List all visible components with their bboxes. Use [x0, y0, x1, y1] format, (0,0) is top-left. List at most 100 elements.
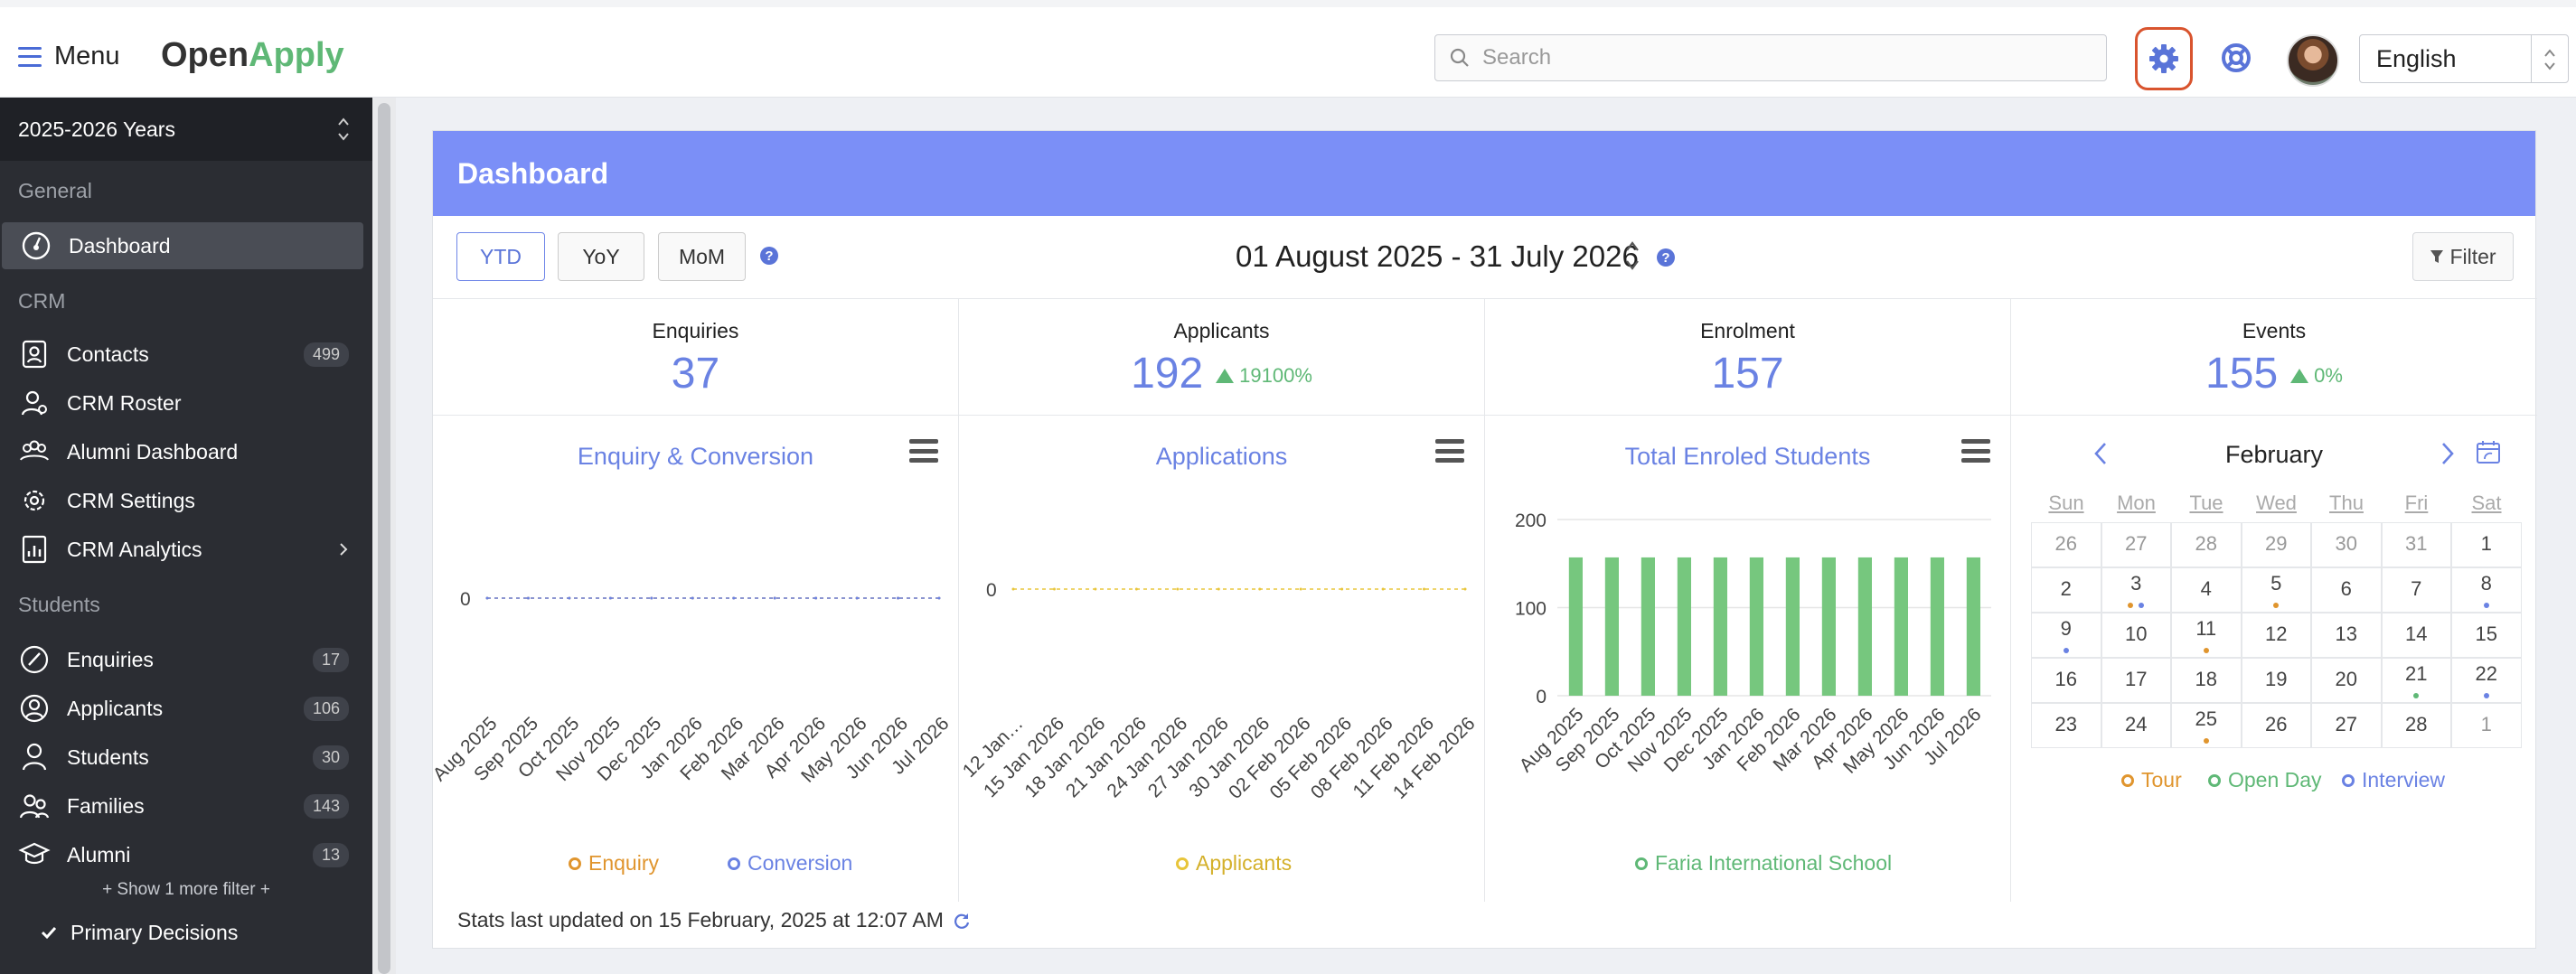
calendar-day[interactable]: 29 [2241, 522, 2311, 567]
date-help-icon[interactable]: ? [1657, 248, 1675, 267]
sidebar-item-contacts[interactable]: Contacts 499 [0, 331, 372, 378]
settings-button[interactable] [2135, 27, 2193, 90]
calendar-day[interactable]: 28 [2381, 703, 2451, 748]
data-point[interactable] [1258, 587, 1262, 591]
refresh-icon[interactable] [953, 912, 971, 930]
sidebar-item-students[interactable]: Students 30 [0, 734, 372, 781]
sidebar-item-alumni[interactable]: Alumni 13 [0, 831, 372, 878]
sidebar-item-crm-roster[interactable]: CRM Roster [0, 379, 372, 426]
data-point[interactable] [1134, 587, 1138, 591]
calendar-day[interactable]: 4 [2171, 567, 2242, 613]
calendar-day[interactable]: 1 [2451, 522, 2522, 567]
date-stepper-icon[interactable] [1624, 238, 1641, 274]
calendar-day[interactable]: 21 [2381, 658, 2451, 703]
menu-button[interactable]: Menu [18, 42, 120, 71]
bar[interactable] [1821, 557, 1836, 696]
data-point[interactable] [1176, 587, 1180, 591]
data-point[interactable] [1423, 587, 1426, 591]
data-point[interactable] [650, 596, 653, 600]
bar[interactable] [1749, 557, 1763, 696]
chart-menu-icon[interactable] [909, 439, 938, 463]
sidebar-item-crm-settings[interactable]: CRM Settings [0, 477, 372, 524]
legend-item-applicants[interactable]: Applicants [1176, 851, 1292, 876]
calendar-day[interactable]: 28 [2171, 522, 2242, 567]
chart-menu-icon[interactable] [1961, 439, 1990, 463]
sidebar-item-enquiries[interactable]: Enquiries 17 [0, 636, 372, 683]
calendar-day[interactable]: 17 [2101, 658, 2171, 703]
chevron-left-icon[interactable] [2092, 441, 2109, 466]
bar[interactable] [1568, 557, 1583, 696]
chart-menu-icon[interactable] [1435, 439, 1464, 463]
data-point[interactable] [814, 596, 818, 600]
bar[interactable] [1604, 557, 1619, 696]
data-point[interactable] [773, 596, 776, 600]
bar[interactable] [1857, 557, 1872, 696]
sidebar-item-primary-decisions[interactable]: Primary Decisions [0, 909, 372, 956]
avatar[interactable] [2287, 34, 2339, 87]
data-point[interactable] [608, 596, 612, 600]
sidebar-item-crm-analytics[interactable]: CRM Analytics [0, 526, 372, 573]
support-button[interactable] [2218, 40, 2254, 76]
sidebar-item-applicants[interactable]: Applicants 106 [0, 685, 372, 732]
legend-item-enquiry[interactable]: Enquiry [569, 851, 659, 876]
logo[interactable]: OpenApply [161, 36, 344, 75]
calendar-day[interactable]: 12 [2241, 613, 2311, 658]
calendar-day[interactable]: 25 [2171, 703, 2242, 748]
calendar-day[interactable]: 16 [2031, 658, 2101, 703]
bar[interactable] [1894, 557, 1908, 696]
bar[interactable] [1677, 557, 1691, 696]
ytd-button[interactable]: YTD [456, 232, 545, 281]
calendar-day[interactable]: 26 [2031, 522, 2101, 567]
data-point[interactable] [568, 596, 571, 600]
calendar-day[interactable]: 13 [2311, 613, 2382, 658]
data-point[interactable] [691, 596, 694, 600]
sidebar-item-alumni-dashboard[interactable]: Alumni Dashboard [0, 428, 372, 475]
data-point[interactable] [855, 596, 859, 600]
calendar-day[interactable]: 8 [2451, 567, 2522, 613]
language-select[interactable]: English [2359, 34, 2569, 83]
yoy-button[interactable]: YoY [558, 232, 644, 281]
scrollbar-thumb[interactable] [378, 103, 390, 974]
legend-item-school[interactable]: Faria International School [1635, 851, 1892, 876]
legend-item-conversion[interactable]: Conversion [728, 851, 852, 876]
calendar-legend-item[interactable]: Open Day [2208, 768, 2322, 792]
calendar-day[interactable]: 6 [2311, 567, 2382, 613]
calendar-day[interactable]: 31 [2381, 522, 2451, 567]
help-icon[interactable]: ? [760, 247, 778, 265]
calendar-day[interactable]: 30 [2311, 522, 2382, 567]
calendar-legend-item[interactable]: Tour [2121, 768, 2182, 792]
data-point[interactable] [1052, 587, 1056, 591]
data-point[interactable] [485, 596, 489, 600]
filter-button[interactable]: Filter [2412, 232, 2514, 281]
calendar-day[interactable]: 23 [2031, 703, 2101, 748]
stat-applicants[interactable]: Applicants 192 19100% [959, 299, 1485, 417]
calendar-day[interactable]: 27 [2101, 522, 2171, 567]
bar[interactable] [1785, 557, 1800, 696]
calendar-day[interactable]: 10 [2101, 613, 2171, 658]
calendar-day[interactable]: 9 [2031, 613, 2101, 658]
calendar-legend-item[interactable]: Interview [2342, 768, 2445, 792]
calendar-day[interactable]: 20 [2311, 658, 2382, 703]
calendar-day[interactable]: 1 [2451, 703, 2522, 748]
data-point[interactable] [1011, 587, 1015, 591]
calendar-export-icon[interactable] [2476, 439, 2501, 464]
calendar-day[interactable]: 24 [2101, 703, 2171, 748]
data-point[interactable] [1340, 587, 1344, 591]
calendar-day[interactable]: 2 [2031, 567, 2101, 613]
stat-events[interactable]: Events 155 0% [2011, 299, 2537, 417]
data-point[interactable] [897, 596, 900, 600]
date-range[interactable]: 01 August 2025 - 31 July 2026 [1236, 239, 1639, 273]
search-box[interactable] [1434, 34, 2107, 81]
year-select[interactable]: 2025-2026 Years [0, 98, 372, 161]
calendar-day[interactable]: 5 [2241, 567, 2311, 613]
data-point[interactable] [937, 596, 941, 600]
calendar-day[interactable]: 15 [2451, 613, 2522, 658]
data-point[interactable] [1381, 587, 1385, 591]
sidebar-item-families[interactable]: Families 143 [0, 782, 372, 829]
data-point[interactable] [1217, 587, 1220, 591]
data-point[interactable] [526, 596, 530, 600]
calendar-day[interactable]: 7 [2381, 567, 2451, 613]
stat-enquiries[interactable]: Enquiries 37 [433, 299, 959, 417]
calendar-day[interactable]: 19 [2241, 658, 2311, 703]
data-point[interactable] [732, 596, 736, 600]
